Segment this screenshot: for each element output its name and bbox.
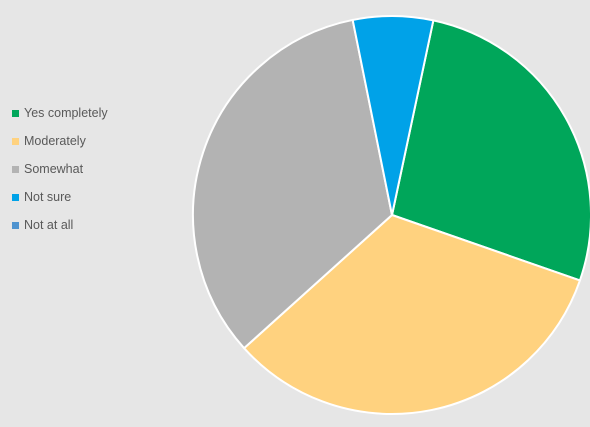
pie-slice-not-sure	[351, 15, 435, 216]
legend-label: Yes completely	[24, 106, 108, 120]
legend-label: Not at all	[24, 218, 74, 232]
legend-swatch	[12, 109, 19, 117]
legend-swatch	[12, 137, 19, 145]
legend-swatch	[12, 165, 19, 173]
legend-swatch	[12, 221, 19, 229]
pie-slice-moderately	[243, 214, 581, 415]
pie-slice-somewhat	[192, 18, 393, 350]
legend-item-not-sure: Not sure	[12, 183, 108, 211]
legend-label: Not sure	[24, 190, 72, 204]
legend-item-somewhat: Somewhat	[12, 155, 108, 183]
legend-swatch	[12, 193, 19, 201]
legend-label: Moderately	[24, 134, 86, 148]
legend-item-moderately: Moderately	[12, 127, 108, 155]
legend-label: Somewhat	[24, 162, 84, 176]
chart-legend: Yes completely Moderately Somewhat Not sure…	[12, 99, 108, 239]
legend-item-yes-completely: Yes completely	[12, 99, 108, 127]
legend-item-not-at-all: Not at all	[12, 211, 108, 239]
pie-slice-yes-completely	[391, 19, 590, 282]
